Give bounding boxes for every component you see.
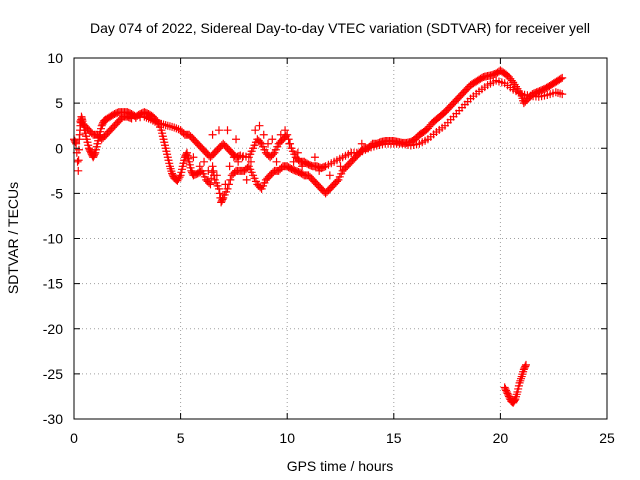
data-point-scatter-cluster: [200, 157, 209, 166]
data-point-secondary-band: [284, 135, 293, 144]
data-point-scatter-cluster: [315, 166, 324, 175]
data-point-secondary-band: [553, 88, 562, 97]
data-point-scatter-cluster: [229, 153, 238, 162]
y-tick-label: -10: [43, 231, 63, 247]
chart-title: Day 074 of 2022, Sidereal Day-to-day VTE…: [90, 20, 590, 36]
data-point-secondary-band: [131, 113, 140, 122]
data-point-scatter-cluster: [289, 157, 298, 166]
data-point-main: [223, 184, 232, 193]
data-point-scatter-cluster: [281, 126, 290, 135]
data-point-outlier-segment: [521, 360, 530, 369]
x-tick-label: 10: [279, 430, 295, 446]
data-point-outlier-segment: [516, 376, 525, 385]
data-point-secondary-band: [320, 162, 329, 171]
data-point-scatter-cluster: [242, 175, 251, 184]
data-point-main: [73, 157, 82, 166]
y-tick-label: -5: [51, 185, 64, 201]
y-tick-label: -15: [43, 276, 63, 292]
data-point-outlier-segment: [517, 374, 526, 383]
data-point-scatter-cluster: [357, 139, 366, 148]
data-point-main: [182, 150, 191, 159]
data-point-main: [218, 195, 227, 204]
data-point-main: [205, 178, 214, 187]
axis-ticks: [73, 57, 608, 420]
data-point-scatter-cluster: [272, 157, 281, 166]
data-point-secondary-band: [161, 121, 170, 130]
data-point-main: [90, 150, 99, 159]
data-point-scatter-cluster: [223, 126, 232, 135]
x-tick-label: 20: [493, 430, 509, 446]
gridlines: [74, 58, 607, 419]
x-tick-label: 5: [177, 430, 185, 446]
data-point-scatter-cluster: [189, 153, 198, 162]
y-tick-label: 5: [55, 95, 63, 111]
data-point-secondary-band: [127, 114, 136, 123]
data-point-main: [72, 139, 81, 148]
y-tick-label: -25: [43, 366, 63, 382]
y-axis-label: SDTVAR / TECUs: [5, 182, 21, 294]
data-point-scatter-cluster: [232, 135, 241, 144]
y-tick-label: -20: [43, 321, 63, 337]
data-point-scatter-cluster: [325, 171, 334, 180]
x-axis-label: GPS time / hours: [287, 458, 394, 474]
data-point-main: [556, 74, 565, 83]
data-point-secondary-band: [163, 121, 172, 130]
data-point-main: [215, 189, 224, 198]
data-point-main: [214, 184, 223, 193]
data-point-scatter-cluster: [336, 162, 345, 171]
data-point-main: [206, 180, 215, 189]
data-point-main: [74, 145, 83, 154]
data-point-scatter-cluster: [268, 135, 277, 144]
data-point-main: [175, 173, 184, 182]
data-points: [70, 66, 567, 407]
data-point-scatter-cluster: [298, 162, 307, 171]
x-tick-label: 0: [70, 430, 78, 446]
data-point-secondary-band: [165, 122, 174, 131]
x-tick-label: 25: [599, 430, 615, 446]
x-tick-label: 15: [386, 430, 402, 446]
data-point-scatter-cluster: [259, 130, 268, 139]
data-point-secondary-band: [256, 138, 265, 147]
data-point-outlier-segment: [510, 396, 519, 405]
data-point-scatter-cluster: [204, 166, 213, 175]
data-point-outlier-segment: [521, 362, 530, 371]
data-point-scatter-cluster: [208, 130, 217, 139]
data-point-scatter-cluster: [214, 126, 223, 135]
data-point-main: [332, 177, 341, 186]
data-point-scatter-cluster: [347, 148, 356, 157]
data-point-scatter-cluster: [264, 139, 273, 148]
x-tick-labels: 0 5 10 15 20 25: [70, 430, 615, 446]
y-tick-label: -30: [43, 411, 63, 427]
data-point-scatter-cluster: [293, 148, 302, 157]
data-point-secondary-band: [556, 89, 565, 98]
data-point-scatter-cluster: [238, 153, 247, 162]
data-point-scatter-cluster: [246, 157, 255, 166]
y-tick-label: 0: [55, 140, 63, 156]
data-point-main: [558, 73, 567, 82]
data-point-scatter-cluster: [310, 153, 319, 162]
data-point-secondary-band: [268, 150, 277, 159]
data-point-main: [74, 166, 83, 175]
data-point-main: [74, 156, 83, 165]
data-point-scatter-cluster: [255, 121, 264, 130]
y-tick-labels: 10 5 0 -5 -10 -15 -20 -25 -30: [43, 50, 63, 427]
data-point-scatter-cluster: [212, 171, 221, 180]
data-point-scatter-cluster: [225, 162, 234, 171]
data-point-secondary-band: [558, 90, 567, 99]
data-point-scatter-cluster: [221, 180, 230, 189]
data-point-scatter-cluster: [195, 162, 204, 171]
data-point-scatter-cluster: [234, 157, 243, 166]
data-point-scatter-cluster: [251, 126, 260, 135]
data-point-scatter-cluster: [285, 139, 294, 148]
data-point-scatter-cluster: [276, 130, 285, 139]
y-tick-label: 10: [47, 50, 63, 66]
data-point-main: [208, 162, 217, 171]
data-point-main: [226, 175, 235, 184]
